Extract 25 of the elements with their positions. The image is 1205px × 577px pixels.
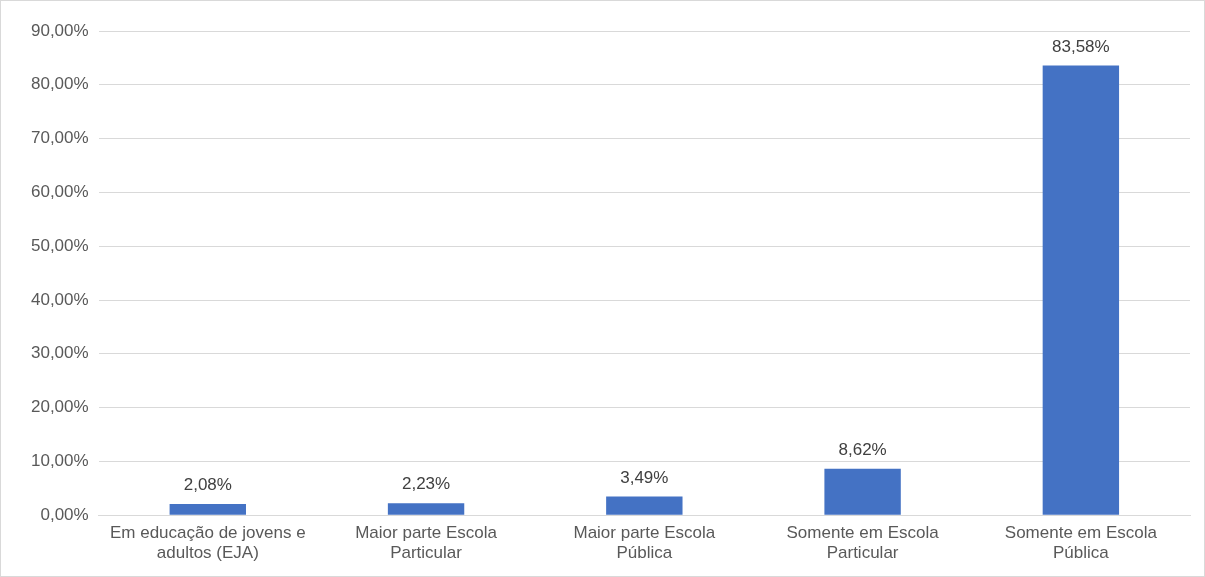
y-tick-label: 0,00% <box>40 504 89 524</box>
x-tick-label: Maior parte Escola Pública <box>573 523 716 563</box>
bar <box>387 503 465 515</box>
y-tick-label: 30,00% <box>30 343 89 363</box>
bar <box>824 468 901 515</box>
y-tick-label: 80,00% <box>30 74 89 94</box>
y-tick-label: 10,00% <box>30 451 89 471</box>
data-label: 3,49% <box>620 467 669 487</box>
y-tick-label: 60,00% <box>30 182 89 202</box>
bar <box>1042 65 1120 515</box>
x-tick-label: Maior parte Escola Particular <box>355 523 498 563</box>
bar <box>169 504 246 515</box>
data-label: 83,58% <box>1052 36 1110 56</box>
y-tick-label: 20,00% <box>30 397 89 417</box>
x-tick-label: Em educação de jovens e adultos (EJA) <box>109 523 306 563</box>
y-tick-label: 70,00% <box>30 128 89 148</box>
data-label: 2,08% <box>183 475 232 495</box>
data-label: 2,23% <box>401 474 451 494</box>
data-label: 8,62% <box>838 440 887 460</box>
y-tick-label: 90,00% <box>30 20 89 40</box>
bar <box>606 496 683 515</box>
y-tick-label: 40,00% <box>30 289 89 309</box>
x-tick-label: Somente em Escola Pública <box>1004 523 1158 563</box>
y-tick-label: 50,00% <box>30 235 89 255</box>
x-tick-label: Somente em Escola Particular <box>786 523 940 563</box>
